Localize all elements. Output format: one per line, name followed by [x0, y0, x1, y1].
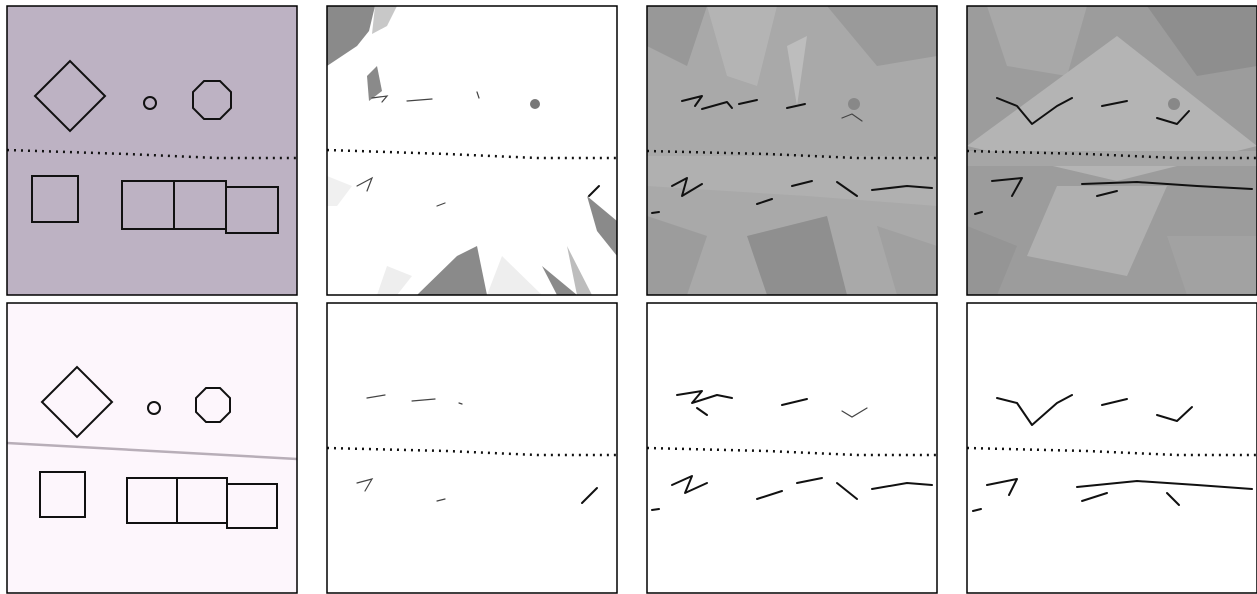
stroke-fragment [652, 509, 659, 510]
panel-dense-bottom [967, 303, 1257, 593]
region [7, 303, 297, 593]
panel-sparse-top [327, 6, 617, 295]
page: (() => { const data = JSON.parse(documen… [0, 0, 1257, 594]
panel-sparse-bottom [327, 303, 617, 593]
panel-original-top [7, 6, 297, 295]
region [530, 99, 540, 109]
region [1168, 98, 1180, 110]
panel-original-bottom [7, 303, 297, 593]
panel-dense-top [967, 6, 1257, 295]
panel-medium-bottom [647, 303, 937, 593]
stroke-fragment [652, 212, 659, 213]
panel-medium-top [647, 6, 937, 295]
image-grid [0, 0, 1257, 594]
region [848, 98, 860, 110]
